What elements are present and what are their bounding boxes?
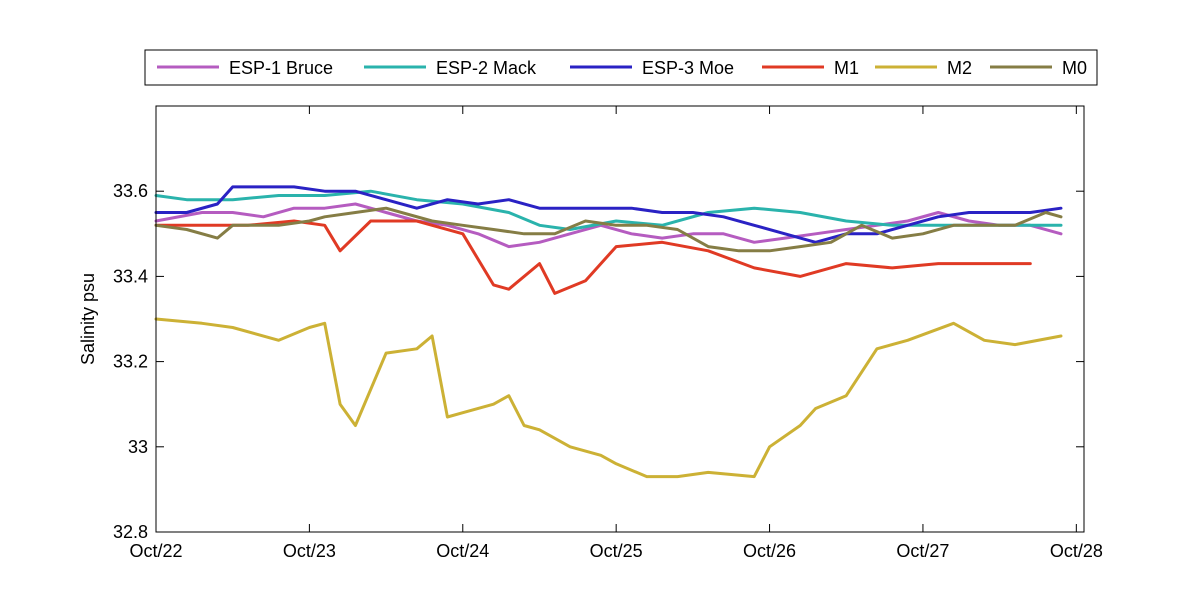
series-line-4 — [154, 219, 1032, 295]
legend-label-5: M2 — [947, 58, 972, 78]
legend-label-1: ESP-1 Bruce — [229, 58, 333, 78]
series-line-5 — [154, 317, 1063, 479]
series-line-6 — [154, 206, 1063, 253]
legend-label-2: ESP-2 Mack — [436, 58, 537, 78]
legend-label-4: M1 — [834, 58, 859, 78]
legend-label-6: M0 — [1062, 58, 1087, 78]
y-axis-label: Salinity psu — [78, 273, 98, 365]
legend: ESP-1 Bruce ESP-2 Mack ESP-3 Moe M1 M2 M0 — [144, 49, 1098, 86]
y-tick-label: 33 — [128, 437, 148, 457]
tick-layer: Oct/22 Oct/23 Oct/24 Oct/25 Oct/26 Oct/27 Oct/… — [113, 106, 1103, 561]
series-line-2 — [154, 189, 1063, 231]
y-tick-label: 33.6 — [113, 181, 148, 201]
series-line-1 — [154, 202, 1063, 249]
x-tick-label: Oct/25 — [590, 541, 643, 561]
x-tick-label: Oct/24 — [436, 541, 489, 561]
plot-frame — [155, 105, 1085, 533]
x-tick-label: Oct/23 — [283, 541, 336, 561]
y-tick-label: 32.8 — [113, 522, 148, 542]
x-tick-label: Oct/28 — [1050, 541, 1103, 561]
y-tick-label: 33.4 — [113, 266, 148, 286]
legend-label-3: ESP-3 Moe — [642, 58, 734, 78]
series-line-3 — [154, 185, 1063, 244]
x-tick-label: Oct/27 — [896, 541, 949, 561]
y-tick-label: 33.2 — [113, 352, 148, 372]
x-tick-label: Oct/22 — [129, 541, 182, 561]
plot-layer — [154, 185, 1063, 479]
x-tick-label: Oct/26 — [743, 541, 796, 561]
